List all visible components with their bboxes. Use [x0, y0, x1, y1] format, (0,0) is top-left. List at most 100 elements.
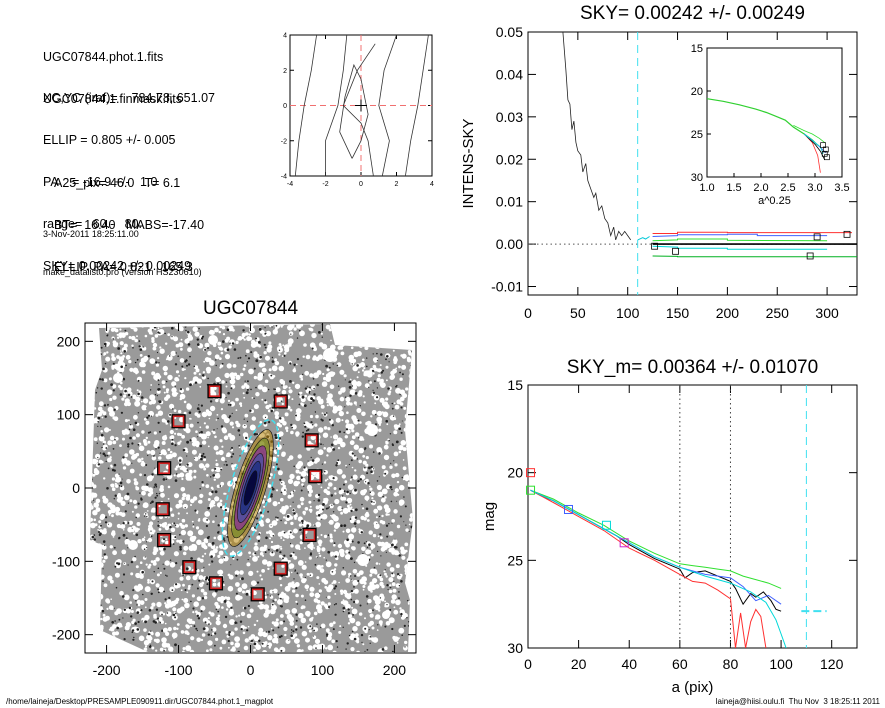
image-noise-speck: [325, 596, 327, 598]
image-noise-dot: [336, 362, 342, 367]
image-noise-dot: [120, 500, 126, 506]
image-noise-speck: [393, 460, 395, 462]
sky-box: [251, 588, 264, 601]
image-noise-speck: [104, 634, 106, 637]
image-noise-dot: [255, 353, 260, 358]
image-noise-dot: [340, 441, 346, 448]
image-noise-dot: [281, 506, 286, 511]
image-noise-dot: [410, 353, 413, 357]
image-noise-dot: [357, 371, 360, 374]
image-noise-dot: [353, 353, 356, 356]
image-noise-dot: [394, 341, 398, 344]
image-noise-speck: [304, 576, 306, 579]
image-noise-dot: [299, 374, 303, 379]
inset-y-tick-label: 25: [691, 129, 703, 141]
image-noise-speck: [133, 636, 135, 639]
image-noise-speck: [103, 443, 105, 445]
image-noise-speck: [357, 580, 360, 582]
image-noise-dot: [398, 484, 405, 491]
image-noise-speck: [391, 522, 393, 524]
image-noise-speck: [157, 331, 160, 334]
image-noise-dot: [399, 328, 405, 334]
image-noise-dot: [145, 563, 148, 566]
image-noise-dot: [197, 519, 201, 522]
image-noise-dot: [402, 393, 408, 399]
image-noise-speck: [343, 431, 346, 434]
image-noise-dot: [107, 509, 112, 515]
image-masked-star: [366, 424, 378, 436]
image-noise-dot: [384, 600, 386, 603]
image-noise-dot: [280, 480, 285, 486]
image-noise-dot: [201, 440, 207, 445]
image-noise-dot: [341, 474, 346, 479]
image-noise-speck: [246, 380, 249, 383]
image-noise-dot: [103, 354, 105, 356]
image-noise-dot: [150, 332, 153, 335]
image-noise-dot: [153, 546, 157, 550]
image-noise-speck: [154, 621, 157, 624]
image-noise-speck: [170, 324, 173, 326]
image-noise-dot: [224, 507, 230, 513]
image-noise-dot: [374, 343, 381, 349]
image-noise-speck: [382, 495, 384, 498]
image-noise-speck: [242, 329, 245, 332]
image-x-tick-label: -100: [165, 662, 193, 678]
image-noise-speck: [359, 405, 361, 407]
image-noise-dot: [191, 594, 195, 598]
image-noise-dot: [394, 488, 399, 493]
image-noise-speck: [147, 454, 149, 457]
image-noise-speck: [138, 340, 141, 342]
image-noise-dot: [90, 621, 95, 627]
image-noise-dot: [152, 561, 157, 566]
image-noise-speck: [365, 595, 369, 598]
image-noise-dot: [371, 410, 377, 415]
info-line: range= 60.- 80.: [43, 217, 143, 231]
image-noise-dot: [273, 449, 277, 453]
image-noise-speck: [357, 541, 360, 544]
image-noise-dot: [362, 395, 365, 398]
image-noise-speck: [99, 532, 102, 535]
image-noise-speck: [147, 355, 150, 358]
image-noise-dot: [139, 473, 143, 477]
image-noise-speck: [87, 577, 88, 578]
image-noise-speck: [202, 452, 205, 455]
sky-x-tick-label: 50: [570, 305, 586, 321]
image-noise-dot: [198, 463, 205, 469]
image-noise-speck: [94, 562, 98, 566]
image-noise-speck: [88, 391, 89, 392]
image-noise-dot: [113, 647, 119, 652]
image-noise-speck: [250, 640, 253, 642]
image-noise-speck: [189, 439, 192, 442]
image-noise-speck: [217, 417, 219, 420]
image-noise-dot: [281, 564, 285, 568]
image-noise-speck: [253, 367, 256, 370]
image-noise-speck: [122, 522, 125, 525]
image-noise-speck: [320, 443, 322, 446]
image-noise-dot: [268, 368, 272, 372]
image-noise-speck: [159, 430, 161, 433]
image-noise-dot: [349, 518, 355, 524]
image-noise-dot: [175, 370, 180, 374]
image-noise-speck: [274, 436, 278, 439]
image-noise-dot: [333, 440, 339, 446]
image-noise-speck: [90, 429, 92, 432]
image-noise-dot: [129, 468, 135, 474]
image-noise-dot: [180, 465, 186, 471]
image-noise-speck: [214, 644, 216, 647]
image-noise-dot: [304, 584, 310, 590]
image-noise-dot: [331, 582, 334, 585]
image-noise-dot: [171, 649, 173, 652]
image-noise-dot: [377, 374, 381, 378]
image-noise-dot: [135, 433, 140, 438]
image-noise-speck: [137, 620, 140, 624]
image-noise-dot: [328, 328, 332, 332]
image-noise-speck: [348, 463, 350, 466]
image-noise-speck: [156, 395, 158, 397]
image-noise-dot: [284, 352, 287, 355]
image-noise-dot: [260, 578, 264, 581]
image-noise-dot: [362, 585, 366, 588]
image-noise-speck: [137, 379, 140, 382]
image-noise-dot: [299, 573, 303, 577]
image-noise-speck: [243, 418, 245, 420]
image-noise-speck: [131, 631, 134, 634]
